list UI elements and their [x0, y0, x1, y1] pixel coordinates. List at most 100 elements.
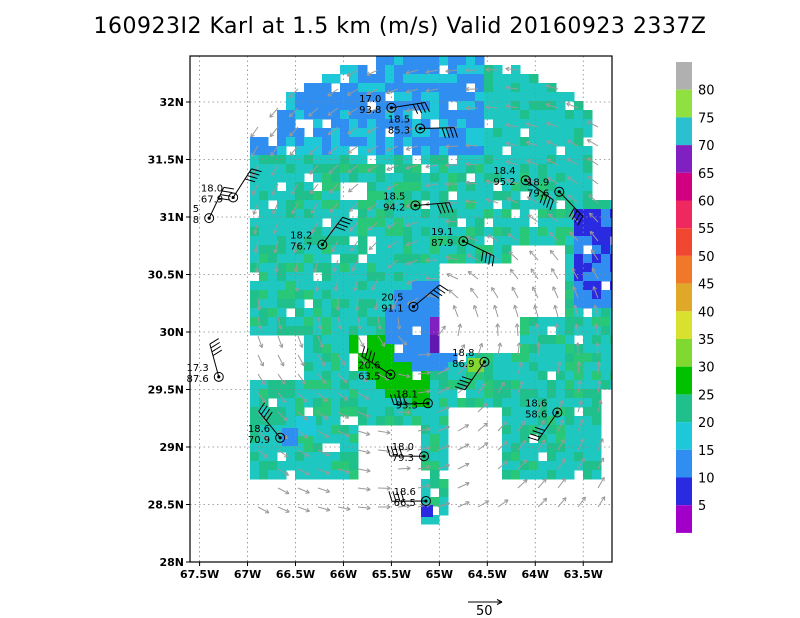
observation-value-1: 18.0	[201, 183, 223, 194]
colorbar-label: 60	[698, 195, 715, 210]
longitude-axis: 67.5W 67W 66.5W 66W 65.5W 65W 64.5W 64W 63.5W	[180, 562, 603, 581]
colorbar-segment	[676, 255, 692, 284]
colorbar-segment	[676, 366, 692, 395]
observation-marker: 18.886.9	[452, 348, 490, 391]
observation-value-2: 70.9	[248, 435, 270, 446]
lat-tick-label: 32N	[159, 96, 184, 109]
colorbar-label: 15	[698, 444, 715, 459]
observation-marker: 20.591.1	[381, 284, 449, 315]
lon-tick-label: 66W	[330, 568, 357, 581]
observation-value-1: 18.5	[383, 192, 405, 203]
observation-marker: 18.979.6	[527, 178, 584, 226]
lat-tick-label: 30N	[159, 326, 184, 339]
observation-marker: 18.193.3	[390, 389, 433, 411]
colorbar: 80 75 70 65 60 55 50 45 40 35 30 25 20 15 10 5	[676, 62, 715, 533]
observation-value-1: 18.6	[525, 399, 547, 410]
lon-tick-label: 67.5W	[180, 568, 219, 581]
colorbar-segment	[676, 62, 692, 90]
colorbar-label: 50	[698, 250, 715, 265]
colorbar-segment	[676, 145, 692, 173]
observation-value-2: 93.8	[359, 105, 381, 116]
colorbar-label: 70	[698, 139, 715, 154]
observation-marker: 18.067.9	[201, 168, 262, 205]
lat-tick-label: 31N	[159, 211, 184, 224]
colorbar-label: 25	[698, 388, 715, 403]
latitude-axis: 28N 28.5N 29N 29.5N 30N 30.5N 31N 31.5N 32N	[148, 96, 190, 569]
map-frame	[189, 55, 613, 563]
observation-marker: 20.663.5	[358, 346, 396, 383]
observation-marker: 18.276.7	[290, 216, 353, 253]
lat-tick-label: 28N	[159, 556, 184, 569]
observation-marker: 19.187.9	[431, 227, 495, 267]
observation-value-2: 93.3	[396, 400, 418, 411]
colorbar-segment	[676, 449, 692, 478]
colorbar-label: 80	[698, 84, 715, 99]
observation-value-1: 18.1	[396, 389, 418, 400]
colorbar-segment	[676, 477, 692, 506]
lon-tick-label: 65.5W	[372, 568, 411, 581]
lon-tick-label: 64W	[522, 568, 549, 581]
observation-value-2: 76.7	[290, 242, 312, 253]
observation-marker: 18.666.5	[388, 487, 431, 509]
colorbar-label: 40	[698, 305, 715, 320]
observation-marker: 18.658.6	[525, 399, 563, 441]
observation-marker: 17.093.8	[359, 94, 430, 116]
observation-value-1: 18.9	[527, 178, 549, 189]
lon-tick-label: 63.5W	[564, 568, 603, 581]
observation-value-2: 85.3	[388, 125, 410, 136]
colorbar-segment	[676, 339, 692, 367]
colorbar-label: 55	[698, 222, 715, 237]
observation-marker: 17.387.6	[187, 338, 224, 385]
lat-tick-label: 29.5N	[148, 384, 184, 397]
colorbar-segment	[676, 394, 692, 423]
observation-value-1: 18.6	[394, 487, 416, 498]
lat-tick-label: 30.5N	[148, 269, 184, 282]
observation-marker: 18.670.9	[248, 402, 286, 446]
colorbar-label: 5	[698, 499, 706, 514]
lat-tick-label: 31.5N	[148, 154, 184, 167]
observation-value-1: 18.8	[452, 348, 474, 359]
observation-value-2: 95.2	[493, 177, 515, 188]
lon-tick-label: 64.5W	[468, 568, 507, 581]
plot-title: 160923I2 Karl at 1.5 km (m/s) Valid 2016…	[93, 14, 707, 39]
observation-marker: 58	[193, 186, 235, 226]
lat-tick-label: 29N	[159, 441, 184, 454]
observation-value-2: 87.9	[431, 238, 453, 249]
observation-value-2: 86.9	[452, 359, 474, 370]
colorbar-label: 65	[698, 167, 715, 182]
observation-value-1: 17.3	[187, 363, 209, 374]
colorbar-label: 10	[698, 472, 715, 487]
colorbar-segment	[676, 89, 692, 118]
dropsonde-observations: 17.093.818.585.318.495.2 18.979.618.067.9…	[187, 94, 584, 509]
colorbar-segment	[676, 311, 692, 339]
colorbar-label: 75	[698, 111, 715, 126]
observation-value-2: 63.5	[358, 372, 380, 383]
observation-value-2: 87.6	[187, 374, 209, 385]
lon-tick-label: 65W	[426, 568, 453, 581]
observation-value-1: 18.6	[248, 424, 270, 435]
observation-value-1: 18.4	[493, 166, 515, 177]
colorbar-segment	[676, 200, 692, 229]
observation-value-2: 58.6	[525, 410, 547, 421]
reference-vector-label: 50	[476, 604, 493, 618]
observation-value-1: 20.6	[358, 361, 380, 372]
colorbar-segment	[676, 117, 692, 146]
observation-value-2: 79.3	[392, 453, 414, 464]
colorbar-segment	[676, 228, 692, 256]
observation-value-1: 17.0	[359, 94, 381, 105]
observation-value-1: 19.1	[431, 227, 453, 238]
colorbar-segment	[676, 422, 692, 450]
observation-value-1: 18.5	[388, 114, 410, 125]
observation-value-2: 67.9	[201, 194, 223, 205]
colorbar-segment	[676, 172, 692, 201]
colorbar-segment	[676, 283, 692, 312]
colorbar-label: 45	[698, 278, 715, 293]
lon-tick-label: 67W	[234, 568, 261, 581]
observation-marker: 18.079.3	[386, 442, 430, 464]
colorbar-label: 20	[698, 416, 715, 431]
observation-value-1: 18.2	[290, 231, 312, 242]
observation-marker: 18.594.2	[383, 192, 454, 214]
colorbar-segment	[676, 505, 692, 533]
observation-value-1: 18.0	[392, 442, 414, 453]
